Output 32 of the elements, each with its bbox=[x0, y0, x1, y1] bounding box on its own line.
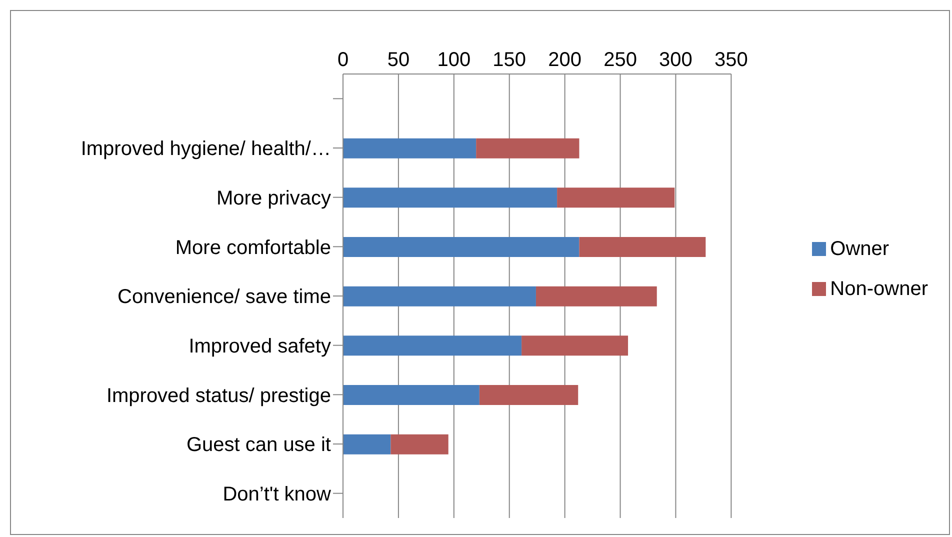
x-tick-label: 100 bbox=[437, 49, 471, 71]
y-tick-label: Improved status/ prestige bbox=[106, 384, 331, 407]
x-tick-label: 250 bbox=[604, 49, 637, 71]
y-tick-label: More privacy bbox=[216, 187, 331, 210]
bar bbox=[343, 138, 476, 158]
bar bbox=[343, 286, 536, 306]
x-tick-label: 150 bbox=[492, 49, 526, 71]
x-tick-label: 50 bbox=[387, 49, 410, 71]
legend-label: Owner bbox=[830, 238, 890, 260]
x-tick-label: 200 bbox=[548, 49, 582, 71]
bar bbox=[579, 237, 706, 257]
bar bbox=[536, 286, 657, 306]
bar bbox=[343, 434, 391, 454]
legend-label: Non-owner bbox=[830, 278, 928, 300]
x-tick-label: 0 bbox=[337, 49, 349, 71]
x-tick-label: 300 bbox=[659, 49, 692, 71]
y-tick-label: More comfortable bbox=[175, 236, 331, 259]
bar bbox=[479, 385, 578, 405]
bar bbox=[343, 385, 480, 405]
y-tick-label: Convenience/ save time bbox=[118, 286, 331, 308]
bar bbox=[476, 138, 580, 158]
y-tick-label: Improved safety bbox=[188, 335, 331, 358]
bar bbox=[343, 336, 522, 356]
y-tick-label: Improved hygiene/ health/… bbox=[80, 138, 331, 160]
bar bbox=[557, 188, 675, 208]
bar bbox=[390, 434, 448, 454]
y-tick-label: Don’t't know bbox=[222, 483, 332, 506]
bar bbox=[522, 336, 628, 356]
y-tick-label: Guest can use it bbox=[186, 434, 332, 456]
x-tick-label: 350 bbox=[714, 49, 748, 71]
bar bbox=[343, 188, 558, 208]
bar bbox=[343, 237, 580, 257]
